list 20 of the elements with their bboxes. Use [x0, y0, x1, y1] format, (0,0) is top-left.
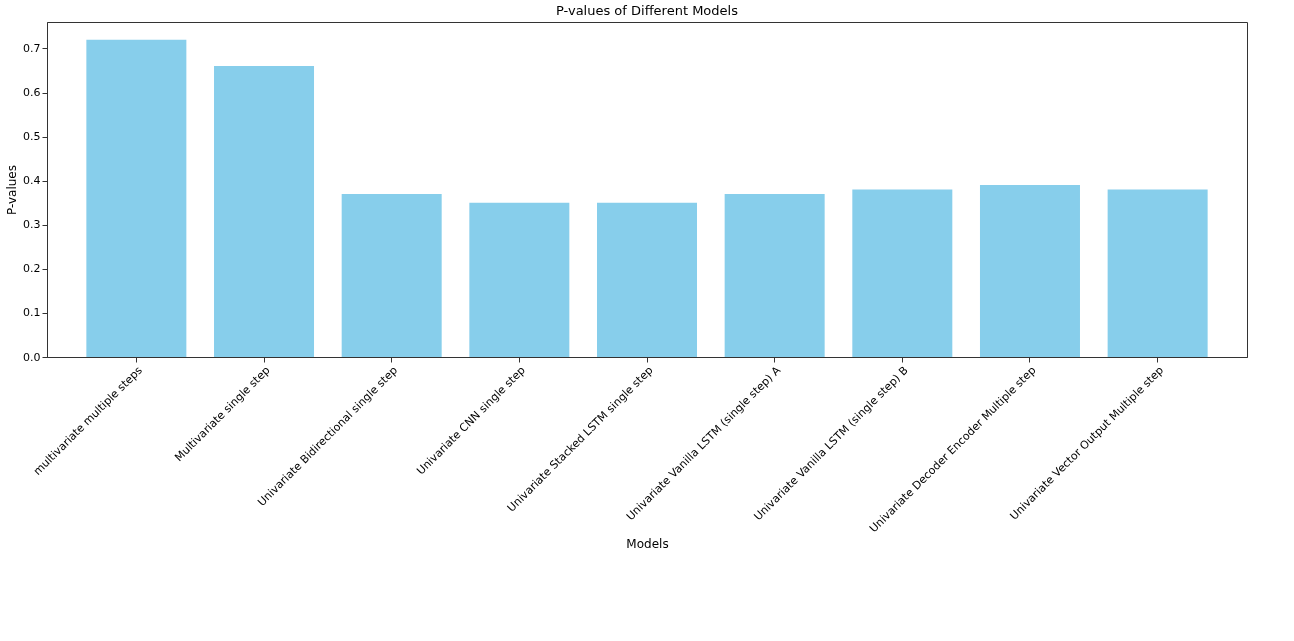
- bar: [469, 202, 570, 357]
- bar: [86, 39, 187, 357]
- y-tick-label: 0.3: [23, 218, 41, 232]
- y-axis-title: P-values: [5, 164, 20, 216]
- bar: [979, 185, 1080, 357]
- y-tick-label: 0.2: [23, 262, 41, 276]
- y-tick-label: 0.7: [23, 41, 41, 55]
- y-tick-label: 0.5: [23, 130, 41, 144]
- bar: [597, 202, 697, 357]
- y-tick-label: 0.4: [23, 174, 41, 188]
- chart-title: P-values of Different Models: [556, 3, 739, 18]
- bar: [341, 193, 442, 357]
- y-tick-label: 0.1: [23, 306, 41, 320]
- bar: [214, 66, 315, 357]
- y-tick-label: 0.6: [23, 86, 41, 100]
- bar: [852, 189, 953, 357]
- bar: [1107, 189, 1208, 357]
- y-tick-label: 0.0: [23, 350, 41, 364]
- bar: [724, 193, 825, 357]
- x-axis-title: Models: [626, 536, 669, 551]
